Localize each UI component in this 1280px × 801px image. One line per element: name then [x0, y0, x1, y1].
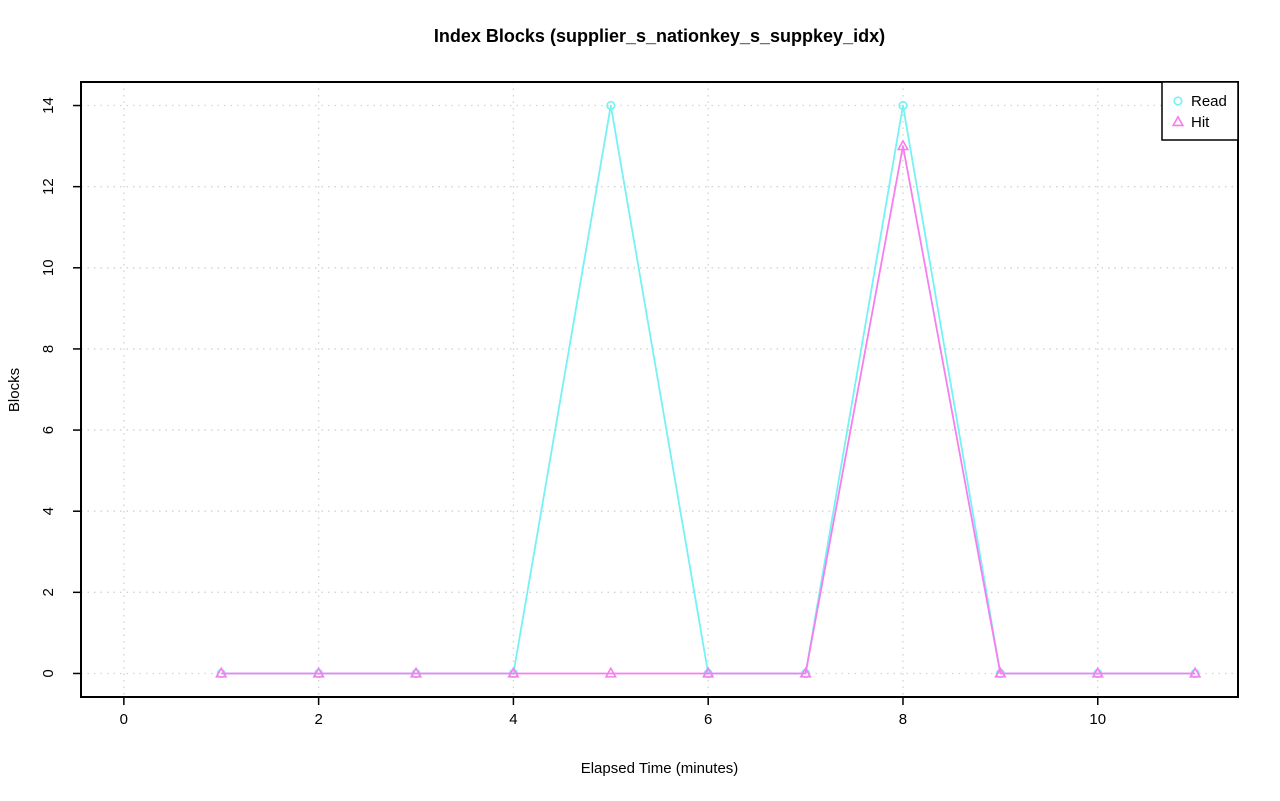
- data-point-hit: [507, 666, 520, 678]
- data-point-hit: [409, 666, 423, 678]
- y-tick-label: 12: [40, 178, 57, 195]
- legend-box: [1161, 81, 1239, 141]
- x-tick-label: 2: [314, 711, 322, 728]
- x-tick-label: 4: [509, 711, 517, 728]
- data-point-hit: [604, 666, 617, 678]
- x-tick-label: 6: [704, 711, 712, 728]
- x-tick-label: 0: [120, 711, 128, 728]
- y-tick-label: 10: [40, 259, 57, 276]
- series-line-hit: [221, 145, 1196, 675]
- data-point-read: [606, 100, 616, 111]
- legend-label-hit: Hit: [1191, 114, 1210, 131]
- x-axis-label: Elapsed Time (minutes): [580, 760, 739, 777]
- y-tick-label: 2: [40, 588, 57, 596]
- data-point-hit: [1188, 666, 1202, 678]
- y-tick-label: 0: [40, 669, 57, 677]
- legend-label-read: Read: [1191, 93, 1227, 110]
- series-line-read: [221, 104, 1196, 675]
- x-tick-label: 10: [1089, 711, 1106, 728]
- data-point-hit: [896, 139, 910, 151]
- legend-marker-read: [1173, 96, 1183, 106]
- data-point-hit: [702, 666, 715, 678]
- y-tick-label: 14: [40, 97, 57, 114]
- data-point-read: [898, 100, 908, 111]
- data-point-hit: [1091, 666, 1104, 678]
- data-point-hit: [215, 666, 228, 678]
- data-point-hit: [994, 666, 1007, 678]
- y-axis-label: Blocks: [6, 367, 23, 413]
- y-tick-label: 4: [40, 507, 57, 515]
- chart-title: Index Blocks (supplier_s_nationkey_s_sup…: [433, 26, 886, 46]
- y-tick-label: 8: [40, 345, 57, 353]
- data-point-hit: [312, 666, 325, 678]
- legend-marker-hit: [1171, 115, 1185, 127]
- data-point-hit: [799, 666, 812, 678]
- x-tick-label: 8: [899, 711, 907, 728]
- plot-border: [80, 81, 1239, 698]
- y-tick-label: 6: [40, 426, 57, 434]
